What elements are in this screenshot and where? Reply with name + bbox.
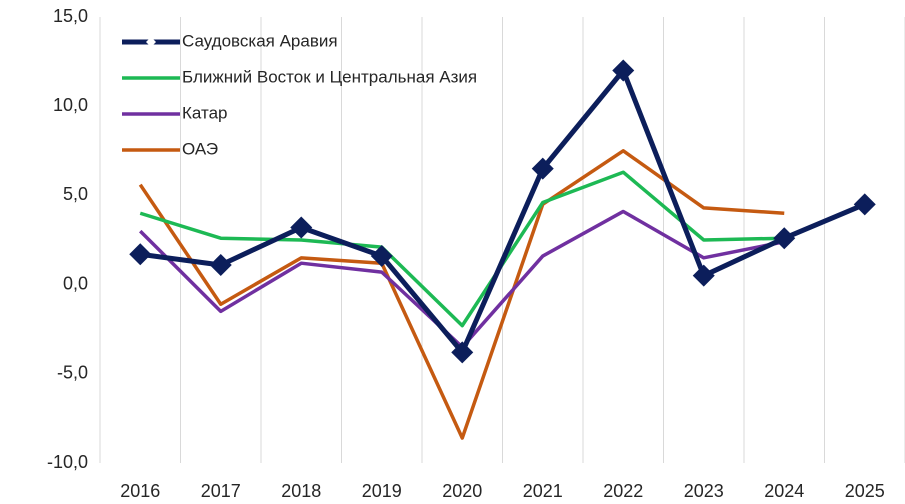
x-tick-label: 2020 (442, 481, 482, 501)
data-point (853, 193, 876, 216)
x-tick-label: 2016 (120, 481, 160, 501)
legend-label: Ближний Восток и Центральная Азия (182, 67, 477, 86)
data-point (129, 243, 152, 266)
legend-marker (146, 37, 156, 47)
x-tick-label: 2018 (281, 481, 321, 501)
data-point (370, 245, 393, 268)
data-point (612, 59, 635, 82)
legend-label: Катар (182, 103, 228, 122)
x-tick-label: 2017 (201, 481, 241, 501)
y-tick-label: 15,0 (53, 6, 88, 26)
data-point (451, 341, 474, 364)
series-line (138, 149, 785, 440)
data-point (290, 216, 313, 239)
y-tick-label: -5,0 (57, 363, 88, 383)
x-tick-label: 2022 (603, 481, 643, 501)
data-point (531, 157, 554, 180)
y-tick-label: 5,0 (63, 184, 88, 204)
data-point (773, 227, 796, 250)
x-tick-label: 2023 (684, 481, 724, 501)
y-tick-label: -10,0 (47, 452, 88, 472)
data-point (209, 253, 232, 276)
x-tick-label: 2025 (845, 481, 885, 501)
y-tick-label: 10,0 (53, 95, 88, 115)
x-tick-label: 2021 (523, 481, 563, 501)
x-tick-label: 2024 (764, 481, 804, 501)
data-point (692, 264, 715, 287)
y-tick-label: 0,0 (63, 273, 88, 293)
series-line (139, 170, 785, 328)
legend-label: ОАЭ (182, 139, 218, 158)
series-line (139, 68, 866, 355)
legend-label: Саудовская Аравия (182, 31, 338, 50)
x-tick-label: 2019 (362, 481, 402, 501)
